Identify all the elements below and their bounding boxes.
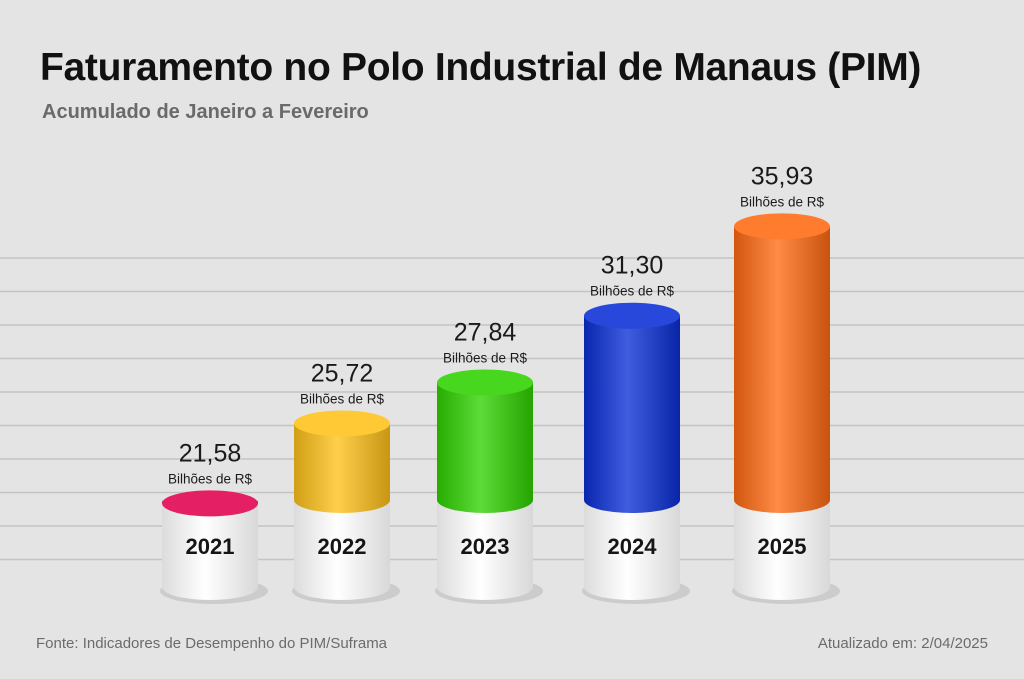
bar-2022 [292,410,400,604]
bar-2023 [435,369,543,604]
bar-top [162,490,258,517]
value-label: 31,30 [601,252,664,280]
bar-2021 [160,490,268,604]
unit-label: Bilhões de R$ [740,194,825,209]
unit-label: Bilhões de R$ [443,351,528,366]
bar-top [294,410,390,437]
bar-body [734,226,830,514]
value-label: 25,72 [311,359,374,387]
value-label: 27,84 [454,319,517,347]
bar-2025 [732,213,840,604]
value-label: 21,58 [179,439,242,467]
updated-note: Atualizado em: 2/04/2025 [817,635,988,652]
bar-body [584,315,680,513]
unit-label: Bilhões de R$ [300,391,385,406]
source-note: Fonte: Indicadores de Desempenho do PIM/… [36,635,388,652]
data-labels: 2021 21,58 Bilhões de R$ 2022 25,72 Bilhões d… [168,162,825,559]
value-label: 35,93 [751,162,814,190]
bar-body [294,423,390,513]
bar-2024 [582,302,690,604]
bar-top [437,369,533,396]
category-label: 2023 [461,534,510,559]
bar-base [162,500,258,600]
bar-base [734,500,830,600]
category-label: 2025 [758,534,807,559]
bar-body [437,382,533,513]
bar-base [437,500,533,600]
chart-subtitle: Acumulado de Janeiro a Fevereiro [42,101,369,123]
category-label: 2024 [608,534,658,559]
bars [160,213,840,604]
category-label: 2022 [318,534,367,559]
unit-label: Bilhões de R$ [168,471,253,486]
bar-top [734,213,830,240]
bar-base [584,500,680,600]
bar-top [584,302,680,329]
category-label: 2021 [186,534,235,559]
unit-label: Bilhões de R$ [590,284,675,299]
bar-base [294,500,390,600]
chart-title: Faturamento no Polo Industrial de Manaus… [40,46,922,89]
